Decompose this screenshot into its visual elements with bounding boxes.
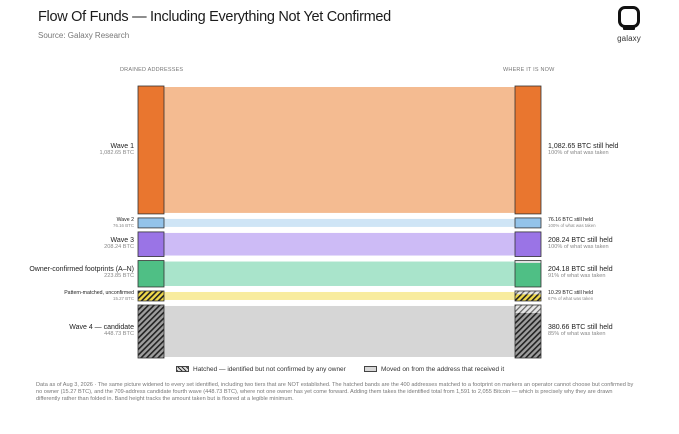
target-label: 204.18 BTC still held 91% of what was tak… bbox=[548, 266, 676, 279]
source-label: Wave 4 — candidate 448.73 BTC bbox=[4, 324, 134, 337]
moved-swatch-icon bbox=[364, 366, 377, 372]
legend-moved-label: Moved on from the address that received … bbox=[381, 366, 505, 373]
source-name: Wave 2 bbox=[116, 217, 134, 224]
source-amount: 448.73 BTC bbox=[104, 331, 134, 338]
footnote: Data as of Aug 3, 2026 · The same pictur… bbox=[36, 382, 634, 402]
source-amount: 208.24 BTC bbox=[104, 243, 134, 250]
source-label: Pattern-matched, unconfirmed 15.27 BTC bbox=[4, 290, 134, 301]
source-label: Wave 1 1,082.65 BTC bbox=[4, 143, 134, 156]
moved-segment bbox=[515, 290, 541, 295]
galaxy-logo: galaxy bbox=[612, 6, 646, 43]
source-label: Wave 3 208.24 BTC bbox=[4, 237, 134, 250]
source-amount: 15.27 BTC bbox=[113, 296, 134, 302]
column-header-left: DRAINED ADDRESSES bbox=[120, 67, 184, 73]
source-name: Wave 1 bbox=[110, 142, 134, 150]
target-node-outline bbox=[514, 304, 542, 359]
held-amount: 204.18 BTC still held bbox=[548, 266, 613, 274]
held-segment bbox=[515, 86, 541, 214]
hatch-swatch-icon bbox=[176, 366, 189, 372]
source-node bbox=[137, 260, 165, 288]
galaxy-logo-icon bbox=[618, 6, 640, 30]
column-header-right: WHERE IT IS NOW bbox=[503, 67, 555, 73]
target-label: 380.66 BTC still held 85% of what was tak… bbox=[548, 324, 676, 337]
held-percent: 100% of what was taken bbox=[548, 223, 596, 229]
source-label: Owner-confirmed footprints (A–N) 223.85 B… bbox=[4, 266, 134, 279]
held-amount: 380.66 BTC still held bbox=[548, 324, 613, 332]
source-name: Wave 4 — candidate bbox=[69, 324, 134, 332]
logo-text: galaxy bbox=[617, 34, 641, 43]
source-node bbox=[137, 85, 165, 215]
source-name: Pattern-matched, unconfirmed bbox=[64, 290, 134, 297]
flow-band bbox=[164, 87, 515, 213]
target-label: 208.24 BTC still held 100% of what was ta… bbox=[548, 237, 676, 250]
target-label: 1,082.65 BTC still held 100% of what was … bbox=[548, 143, 676, 156]
target-node-outline bbox=[514, 231, 542, 257]
source-amount: 76.16 BTC bbox=[113, 223, 134, 229]
held-segment bbox=[515, 231, 541, 257]
legend-moved: Moved on from the address that received … bbox=[364, 366, 504, 373]
held-amount: 1,082.65 BTC still held bbox=[548, 142, 619, 150]
flow-band bbox=[164, 261, 515, 286]
held-percent: 100% of what was taken bbox=[548, 243, 609, 250]
target-label: 10.29 BTC still held 67% of what was take… bbox=[548, 290, 676, 301]
flow-band bbox=[164, 291, 515, 300]
target-node-outline bbox=[514, 290, 542, 302]
held-segment bbox=[515, 312, 541, 358]
moved-segment bbox=[515, 260, 541, 263]
source-name: Owner-confirmed footprints (A–N) bbox=[29, 266, 134, 274]
page-title: Flow Of Funds — Including Everything Not… bbox=[38, 9, 391, 25]
held-amount: 208.24 BTC still held bbox=[548, 236, 613, 244]
source-node bbox=[137, 304, 165, 359]
held-percent: 67% of what was taken bbox=[548, 296, 594, 302]
held-percent: 100% of what was taken bbox=[548, 149, 609, 156]
source-amount: 223.85 BTC bbox=[104, 273, 134, 280]
held-segment bbox=[515, 294, 541, 301]
source-node bbox=[137, 290, 165, 302]
held-segment bbox=[515, 262, 541, 287]
legend-hatched: Hatched — identified but not confirmed b… bbox=[176, 366, 346, 373]
source-label: Wave 2 76.16 BTC bbox=[4, 217, 134, 228]
held-percent: 85% of what was taken bbox=[548, 331, 606, 338]
held-amount: 10.29 BTC still held bbox=[548, 290, 593, 297]
source-amount: 1,082.65 BTC bbox=[99, 149, 134, 156]
source-node bbox=[137, 231, 165, 257]
flow-band bbox=[164, 305, 515, 357]
target-node-outline bbox=[514, 260, 542, 288]
held-segment bbox=[515, 217, 541, 228]
flow-band bbox=[164, 218, 515, 227]
target-label: 76.16 BTC still held 100% of what was tak… bbox=[548, 217, 676, 228]
source-node bbox=[137, 217, 165, 229]
page-subtitle: Source: Galaxy Research bbox=[38, 31, 130, 40]
source-name: Wave 3 bbox=[110, 236, 134, 244]
held-amount: 76.16 BTC still held bbox=[548, 217, 593, 224]
moved-segment bbox=[515, 304, 541, 313]
flow-band bbox=[164, 232, 515, 256]
target-node-outline bbox=[514, 217, 542, 229]
held-percent: 91% of what was taken bbox=[548, 273, 606, 280]
legend-hatched-label: Hatched — identified but not confirmed b… bbox=[193, 366, 346, 373]
target-node-outline bbox=[514, 85, 542, 215]
